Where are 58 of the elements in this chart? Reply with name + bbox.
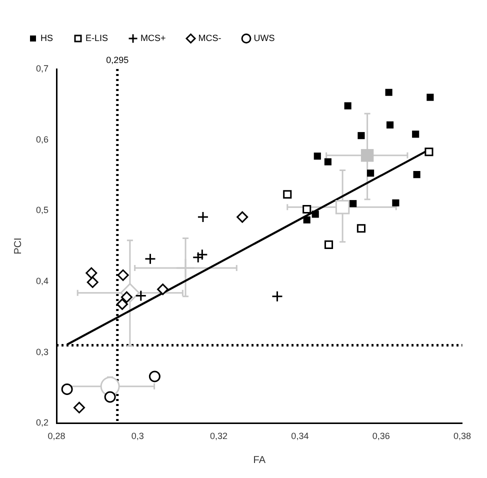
point: [424, 148, 434, 156]
point: [426, 94, 434, 101]
point: [197, 211, 209, 223]
x-tick-label: 0,28: [48, 431, 66, 442]
point: [86, 276, 98, 288]
point: [135, 290, 147, 302]
point: [116, 298, 128, 310]
point: [392, 199, 400, 206]
point: [335, 200, 350, 214]
point: [412, 130, 420, 138]
point: [358, 132, 365, 140]
x-tick-label: 0,36: [372, 431, 390, 442]
point: [86, 267, 98, 279]
point: [236, 211, 248, 223]
legend-label: UWS: [254, 32, 275, 43]
point: [283, 190, 292, 199]
point: [324, 158, 332, 166]
point: [176, 258, 196, 278]
x-tick-label: 0,3: [131, 431, 144, 442]
point: [324, 240, 334, 249]
x-tick-label: 0,38: [453, 431, 472, 442]
point: [104, 391, 116, 403]
legend-label: MCS-: [198, 32, 222, 43]
y-tick-label: 0,2: [36, 418, 49, 428]
point: [367, 170, 374, 177]
point: [344, 102, 352, 110]
point: [271, 290, 283, 302]
point: [314, 152, 321, 160]
ref-line-label: 0,295: [106, 54, 129, 65]
y-tick-label: 0,4: [36, 276, 49, 286]
point: [356, 224, 366, 233]
legend-label: MCS+: [140, 32, 166, 43]
point: [312, 210, 319, 218]
point: [61, 383, 73, 395]
x-tick-label: 0,34: [291, 431, 309, 442]
legend-label: E-LIS: [86, 32, 108, 43]
point: [303, 216, 310, 224]
point: [385, 88, 392, 96]
point: [350, 200, 357, 208]
y-tick-label: 0,3: [36, 346, 49, 357]
point: [148, 370, 160, 382]
x-axis-title: FA: [253, 454, 266, 466]
point: [360, 149, 374, 162]
x-tick-label: 0,32: [210, 431, 228, 442]
y-axis-title: PCI: [12, 238, 24, 254]
point: [192, 252, 204, 264]
point: [117, 269, 129, 281]
point: [157, 284, 169, 296]
y-tick-label: 0,6: [36, 134, 49, 144]
point: [196, 248, 208, 260]
y-tick-label: 0,7: [36, 63, 49, 74]
point: [144, 253, 156, 265]
y-tick-label: 0,5: [36, 205, 49, 216]
point: [73, 402, 85, 414]
point: [386, 121, 394, 128]
point: [413, 171, 420, 178]
point: [302, 204, 312, 214]
legend-label: HS: [40, 32, 54, 43]
